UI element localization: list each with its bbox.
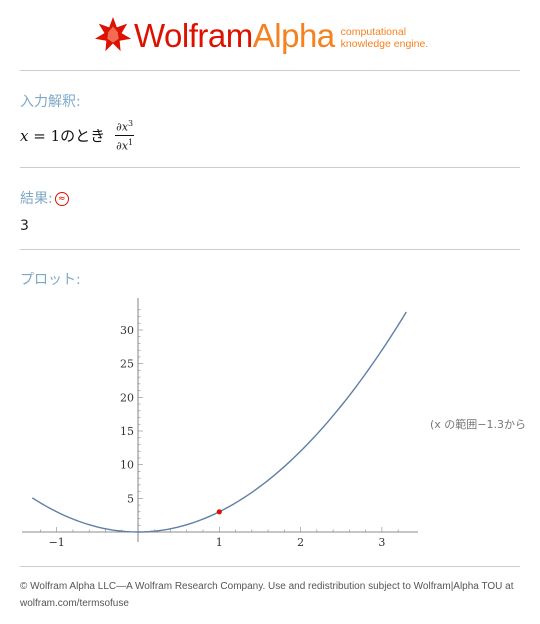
divider	[20, 249, 520, 250]
series-curve	[31, 311, 407, 533]
partial-derivative: ∂x3 ∂x1	[115, 118, 135, 153]
x-tick-label: 3	[378, 536, 385, 549]
highlight-point	[216, 509, 222, 515]
approximate-result-icon[interactable]: ≈	[54, 192, 69, 206]
input-interpretation: x = 1のとき ∂x3 ∂x1	[20, 118, 135, 153]
logo-tagline: computational knowledge engine.	[340, 26, 429, 50]
y-tick-label: 5	[127, 492, 134, 505]
y-tick-label: 30	[120, 324, 134, 337]
divider	[20, 70, 520, 71]
footer-copyright: © Wolfram Alpha LLC—A Wolfram Research C…	[20, 581, 514, 609]
wolfram-alpha-logo[interactable]: WolframAlpha computational knowledge eng…	[94, 14, 428, 56]
result-label: 結果: ≈	[20, 188, 69, 208]
input-interpretation-label: 入力解釈:	[20, 94, 81, 110]
wolfram-spikey-icon	[94, 16, 132, 52]
header: WolframAlpha computational knowledge eng…	[0, 0, 540, 70]
condition-text: x = 1のとき	[20, 126, 106, 145]
result-value: 3	[20, 218, 29, 234]
condition-jp: 1のとき	[50, 126, 106, 145]
divider	[20, 566, 520, 567]
divider	[20, 167, 520, 168]
plot-chart: −1 1 2 3 5 10 15 20 25 30	[22, 298, 418, 549]
x-tick-label: 2	[297, 536, 304, 549]
x-tick-label: −1	[49, 536, 65, 549]
x-tick-label: 1	[216, 536, 223, 549]
logo-wordmark: WolframAlpha	[134, 16, 335, 54]
y-tick-label: 25	[120, 358, 134, 371]
plot-label: プロット:	[20, 272, 81, 288]
plot-range-note: (x の範囲−1.3から	[430, 418, 527, 431]
y-tick-label: 15	[120, 425, 134, 438]
y-tick-label: 20	[120, 391, 134, 404]
y-tick-label: 10	[120, 459, 134, 472]
